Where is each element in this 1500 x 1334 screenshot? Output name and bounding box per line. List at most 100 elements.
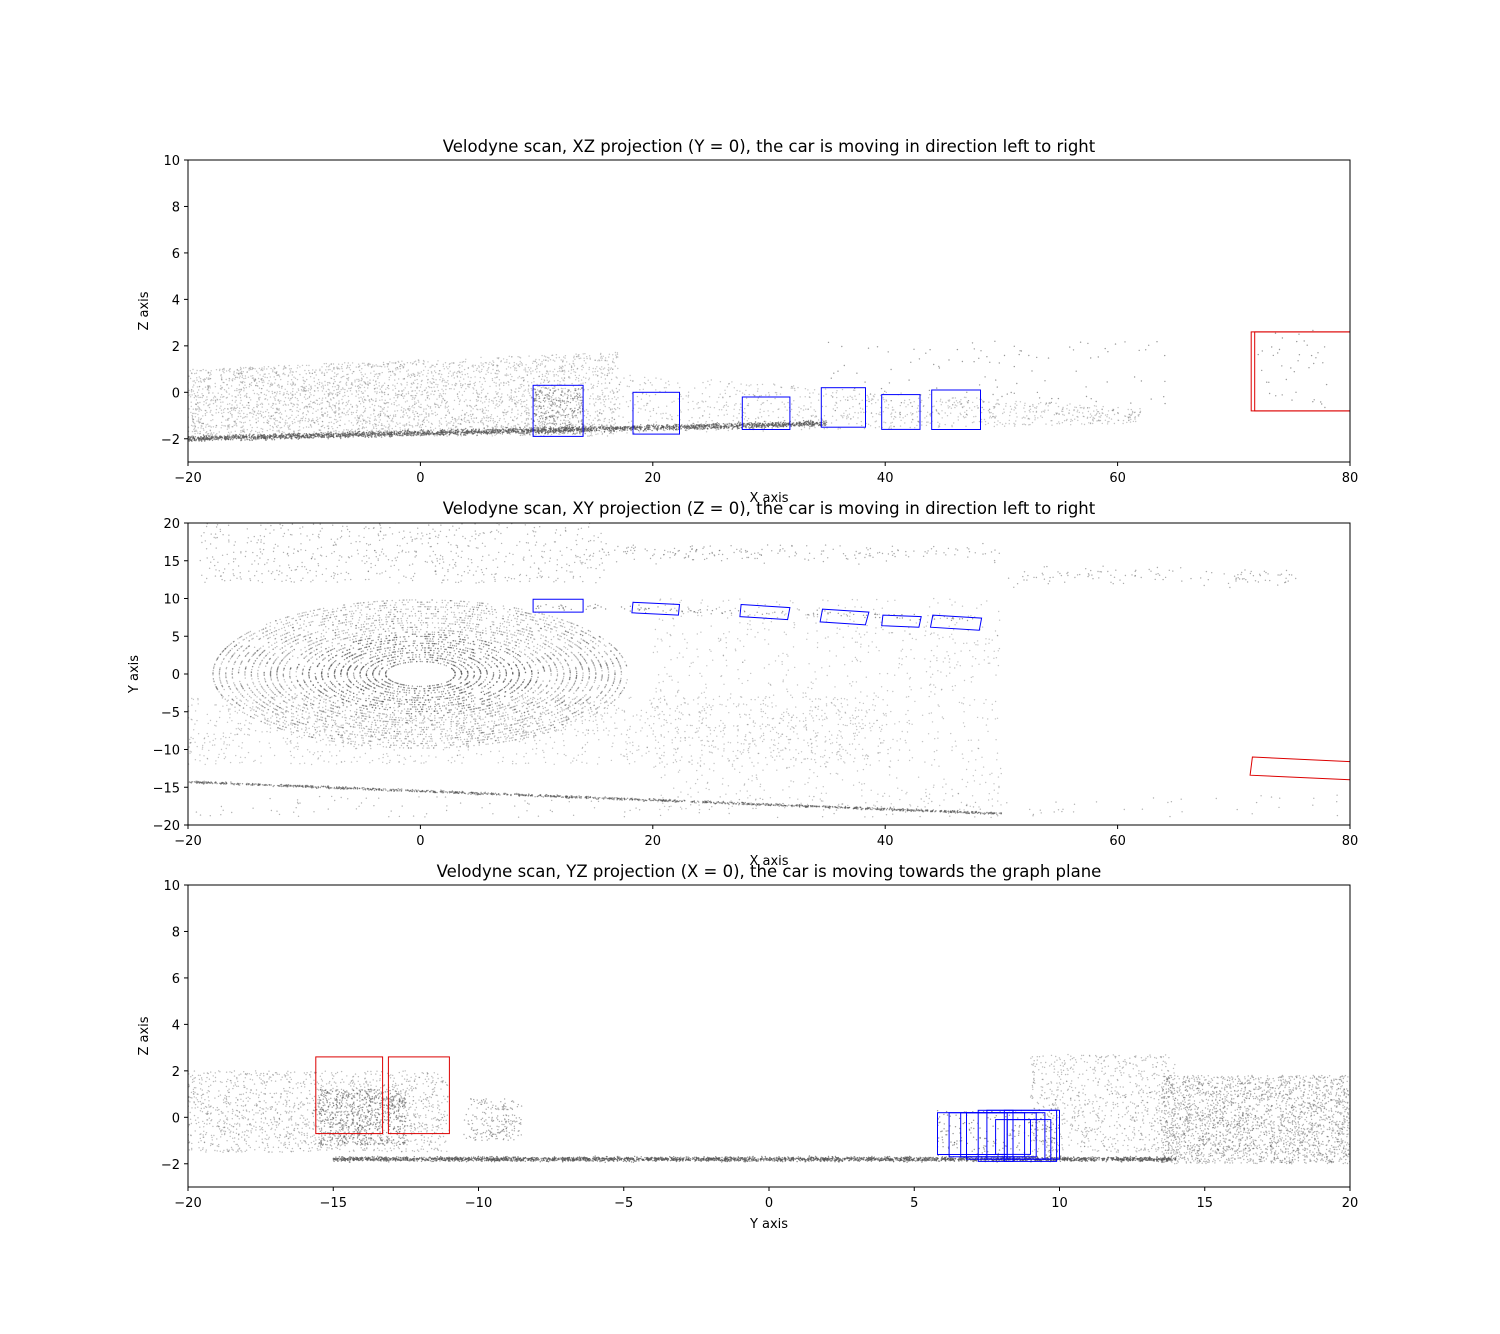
scan-point bbox=[554, 398, 556, 400]
scan-point bbox=[568, 375, 570, 378]
scan-point bbox=[624, 428, 626, 430]
scan-point bbox=[423, 431, 425, 434]
scan-point bbox=[374, 436, 376, 438]
scan-point bbox=[397, 434, 399, 437]
scan-point bbox=[539, 364, 541, 367]
scan-point bbox=[446, 425, 448, 427]
scan-point bbox=[689, 427, 691, 429]
scan-point bbox=[722, 423, 725, 425]
scan-point bbox=[266, 421, 268, 424]
scan-point bbox=[316, 387, 319, 389]
scan-point bbox=[266, 435, 269, 437]
scan-point bbox=[615, 398, 617, 401]
scan-point bbox=[314, 385, 316, 387]
scan-point bbox=[236, 418, 238, 420]
scan-point bbox=[580, 365, 583, 367]
scan-point bbox=[258, 413, 260, 415]
scan-point bbox=[670, 427, 672, 430]
scan-point bbox=[382, 432, 385, 434]
scan-point bbox=[373, 432, 375, 434]
scan-point bbox=[215, 369, 218, 371]
scan-point bbox=[505, 412, 507, 414]
scan-point bbox=[645, 430, 647, 432]
scan-point bbox=[318, 381, 321, 384]
scan-point bbox=[558, 413, 560, 415]
scan-point bbox=[440, 430, 442, 432]
scan-point bbox=[263, 421, 265, 424]
scan-point bbox=[342, 431, 344, 433]
scan-point bbox=[559, 383, 561, 385]
scan-point bbox=[751, 425, 753, 428]
scan-point bbox=[513, 396, 515, 398]
scan-point bbox=[299, 394, 302, 396]
scan-point bbox=[290, 383, 292, 385]
scan-point bbox=[536, 371, 538, 373]
scan-point bbox=[232, 409, 235, 411]
scan-point bbox=[267, 366, 270, 368]
scan-point bbox=[508, 399, 511, 401]
scan-point bbox=[204, 440, 206, 442]
scan-point bbox=[527, 366, 530, 369]
scan-point bbox=[805, 424, 807, 426]
scan-point bbox=[764, 424, 766, 427]
scan-point bbox=[424, 432, 427, 434]
scan-point bbox=[489, 361, 491, 364]
scan-point bbox=[193, 422, 195, 424]
scan-point bbox=[509, 373, 512, 375]
scan-point bbox=[527, 390, 529, 392]
scan-point bbox=[234, 433, 237, 436]
scan-point bbox=[401, 360, 403, 362]
scan-point bbox=[412, 372, 414, 375]
scan-point bbox=[231, 395, 233, 397]
scan-point bbox=[521, 383, 523, 386]
scan-point bbox=[514, 399, 516, 401]
scan-point bbox=[441, 428, 444, 431]
scan-point bbox=[617, 367, 619, 370]
scan-point bbox=[812, 423, 814, 426]
scan-point bbox=[459, 431, 461, 433]
scan-point bbox=[604, 374, 606, 376]
scan-point bbox=[328, 364, 331, 366]
scan-point bbox=[783, 424, 785, 427]
scan-point bbox=[425, 430, 427, 432]
scan-point bbox=[224, 437, 226, 439]
scan-point bbox=[273, 433, 275, 435]
scan-point bbox=[193, 437, 195, 439]
scan-point bbox=[615, 431, 618, 433]
scan-point bbox=[406, 362, 409, 364]
scan-point bbox=[533, 381, 535, 383]
scan-point bbox=[320, 425, 323, 428]
scan-point bbox=[227, 411, 229, 414]
scan-point bbox=[234, 409, 236, 412]
scan-point bbox=[559, 405, 562, 407]
scan-point bbox=[755, 426, 758, 428]
scan-point bbox=[222, 368, 224, 370]
scan-point bbox=[351, 362, 354, 364]
scan-point bbox=[347, 413, 349, 416]
scan-point bbox=[384, 415, 386, 417]
scan-point bbox=[348, 399, 350, 402]
scan-point bbox=[518, 431, 520, 433]
scan-point bbox=[438, 394, 440, 397]
scan-point bbox=[366, 421, 368, 423]
scan-point bbox=[310, 426, 313, 428]
scan-point bbox=[219, 398, 221, 401]
scan-point bbox=[493, 397, 495, 399]
scan-point bbox=[500, 429, 502, 432]
scan-point bbox=[394, 414, 397, 416]
scan-point bbox=[270, 382, 272, 384]
scan-point bbox=[514, 424, 516, 427]
scan-point bbox=[565, 420, 567, 422]
scan-point bbox=[453, 371, 456, 373]
scan-point bbox=[472, 428, 475, 430]
scan-point bbox=[272, 437, 274, 439]
scan-point bbox=[728, 422, 730, 425]
scan-point bbox=[492, 420, 494, 422]
scan-point bbox=[463, 378, 465, 380]
scan-point bbox=[285, 415, 288, 417]
scan-point bbox=[364, 434, 366, 436]
scan-point bbox=[608, 353, 611, 355]
scan-point bbox=[608, 356, 610, 358]
scan-point bbox=[550, 433, 553, 436]
scan-point bbox=[194, 416, 197, 418]
